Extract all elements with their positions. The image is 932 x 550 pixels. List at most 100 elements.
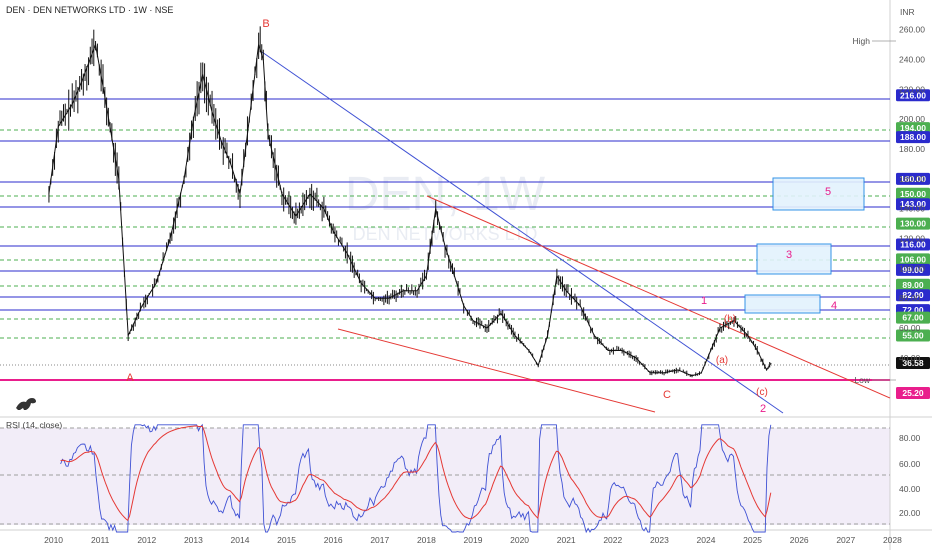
price-tag-value: 55.00 (902, 331, 924, 341)
wave-labels: A B C 1 2 3 4 5 (a) (b) (c) (126, 18, 837, 415)
price-tag: 116.00 (896, 238, 930, 251)
price-axis: 260.00 240.00 220.00 200.00 180.00 160.00 140.… (899, 25, 925, 363)
x-tick-label: 2024 (697, 535, 716, 545)
wave-label: 2 (760, 403, 766, 415)
price-tag-caption: High (853, 36, 871, 46)
y-tick-label: 220.00 (899, 84, 925, 94)
price-tag-value: 254.40 (900, 36, 926, 46)
price-tag-value: 130.00 (900, 219, 926, 229)
watermark-symbol: DEN, 1W (345, 168, 546, 221)
target-box-5 (772, 177, 865, 211)
x-tick-label: 2026 (790, 535, 809, 545)
wave-label: A (126, 372, 134, 384)
rsi-series (60, 423, 772, 534)
price-tag: 160.00 (896, 172, 930, 185)
x-tick-label: 2016 (324, 535, 343, 545)
price-tag-value: 82.00 (902, 290, 924, 300)
currency-label[interactable]: INR (900, 7, 915, 17)
x-tick-label: 2025 (743, 535, 762, 545)
red-wedge-lower (337, 328, 656, 413)
x-tick-label: 2017 (370, 535, 389, 545)
rsi-tick-80: 80.00 (899, 433, 921, 443)
x-tick-label: 2023 (650, 535, 669, 545)
rsi-tick-40: 40.00 (899, 484, 921, 494)
price-tag-badge (896, 253, 930, 266)
y-tick-label: 60.00 (899, 323, 921, 333)
y-tick-label: 100.00 (899, 263, 925, 273)
wave-label: (c) (756, 387, 768, 398)
price-tag: 106.00 (896, 253, 930, 266)
target-box-3 (756, 243, 832, 275)
x-tick-label: 2028 (883, 535, 902, 545)
x-tick-label: 2012 (137, 535, 156, 545)
wave-label: (a) (716, 355, 728, 366)
y-tick-label: 120.00 (899, 234, 925, 244)
watermark-name: DEN NETWORKS LTD (353, 224, 538, 244)
price-tag-badge (896, 387, 930, 399)
y-tick-label: 80.00 (899, 293, 921, 303)
wave-label: (b) (724, 314, 736, 325)
price-tag-value: 67.00 (902, 313, 924, 323)
price-tag-value: 25.20 (902, 375, 924, 385)
wave-label: B (262, 18, 269, 30)
wave-label: 3 (786, 249, 792, 261)
wave-label: C (663, 389, 671, 401)
x-tick-label: 2027 (836, 535, 855, 545)
price-tag-value: 150.00 (900, 189, 926, 199)
y-tick-label: 180.00 (899, 144, 925, 154)
chart-title: DEN · DEN NETWORKS LTD · 1W · NSE (6, 5, 173, 15)
price-tag: 82.00 (896, 289, 930, 302)
price-tag-value: 99.00 (902, 265, 924, 275)
y-tick-label: 160.00 (899, 174, 925, 184)
price-tag-badge (896, 357, 930, 370)
price-series (48, 26, 772, 378)
wave-label: 4 (831, 300, 837, 312)
rsi-ma-line (60, 425, 772, 522)
y-tick-label: 200.00 (899, 114, 925, 124)
price-tag: 216.00 (896, 89, 930, 102)
price-tag-badge (896, 131, 930, 144)
y-tick-label: 140.00 (899, 204, 925, 214)
blue-wedge-line (261, 51, 784, 414)
price-tag-badge (896, 217, 930, 230)
price-tag-value: 36.58 (902, 358, 924, 368)
price-tag-badge (896, 35, 930, 47)
price-line (48, 42, 772, 377)
price-tag-badge (896, 289, 930, 302)
x-tick-label: 2022 (603, 535, 622, 545)
price-tag-badge (896, 278, 930, 291)
price-tag: 25.20 (896, 387, 930, 399)
y-tick-label: 40.00 (899, 353, 921, 363)
price-tag-value: 188.00 (900, 132, 926, 142)
x-tick-label: 2021 (557, 535, 576, 545)
price-tag-value: 89.00 (902, 280, 924, 290)
target-box-4 (744, 294, 821, 314)
price-tag-value: 143.00 (900, 199, 926, 209)
price-tag: High 254.40 (853, 35, 930, 47)
price-tag-value: 25.20 (902, 388, 924, 398)
price-tag-value: 160.00 (900, 174, 926, 184)
price-tag-badge (896, 89, 930, 102)
price-tag-value: 72.00 (902, 305, 924, 315)
price-tag-badge (896, 311, 930, 324)
price-tag: 36.58 (896, 357, 930, 370)
x-tick-label: 2014 (231, 535, 250, 545)
x-tick-label: 2013 (184, 535, 203, 545)
x-tick-label: 2010 (44, 535, 63, 545)
price-tag-value: 106.00 (900, 254, 926, 264)
x-tick-label: 2020 (510, 535, 529, 545)
price-tag-value: 216.00 (900, 90, 926, 100)
rsi-tick-20: 20.00 (899, 508, 921, 518)
x-tick-label: 2018 (417, 535, 436, 545)
price-tag-value: 116.00 (900, 240, 926, 250)
price-tag-badge (896, 187, 930, 200)
price-tag: 89.00 (896, 278, 930, 291)
time-axis: 2010 2011 2012 2013 2014 2015 2016 2017 2018 2019… (44, 535, 902, 545)
price-tag: 99.00 (896, 263, 930, 276)
price-tag: 188.00 (896, 131, 930, 144)
price-tag: 67.00 (896, 311, 930, 324)
price-tag-badge (896, 172, 930, 185)
red-wedge-upper (426, 195, 891, 399)
dino-icon[interactable] (16, 398, 36, 410)
